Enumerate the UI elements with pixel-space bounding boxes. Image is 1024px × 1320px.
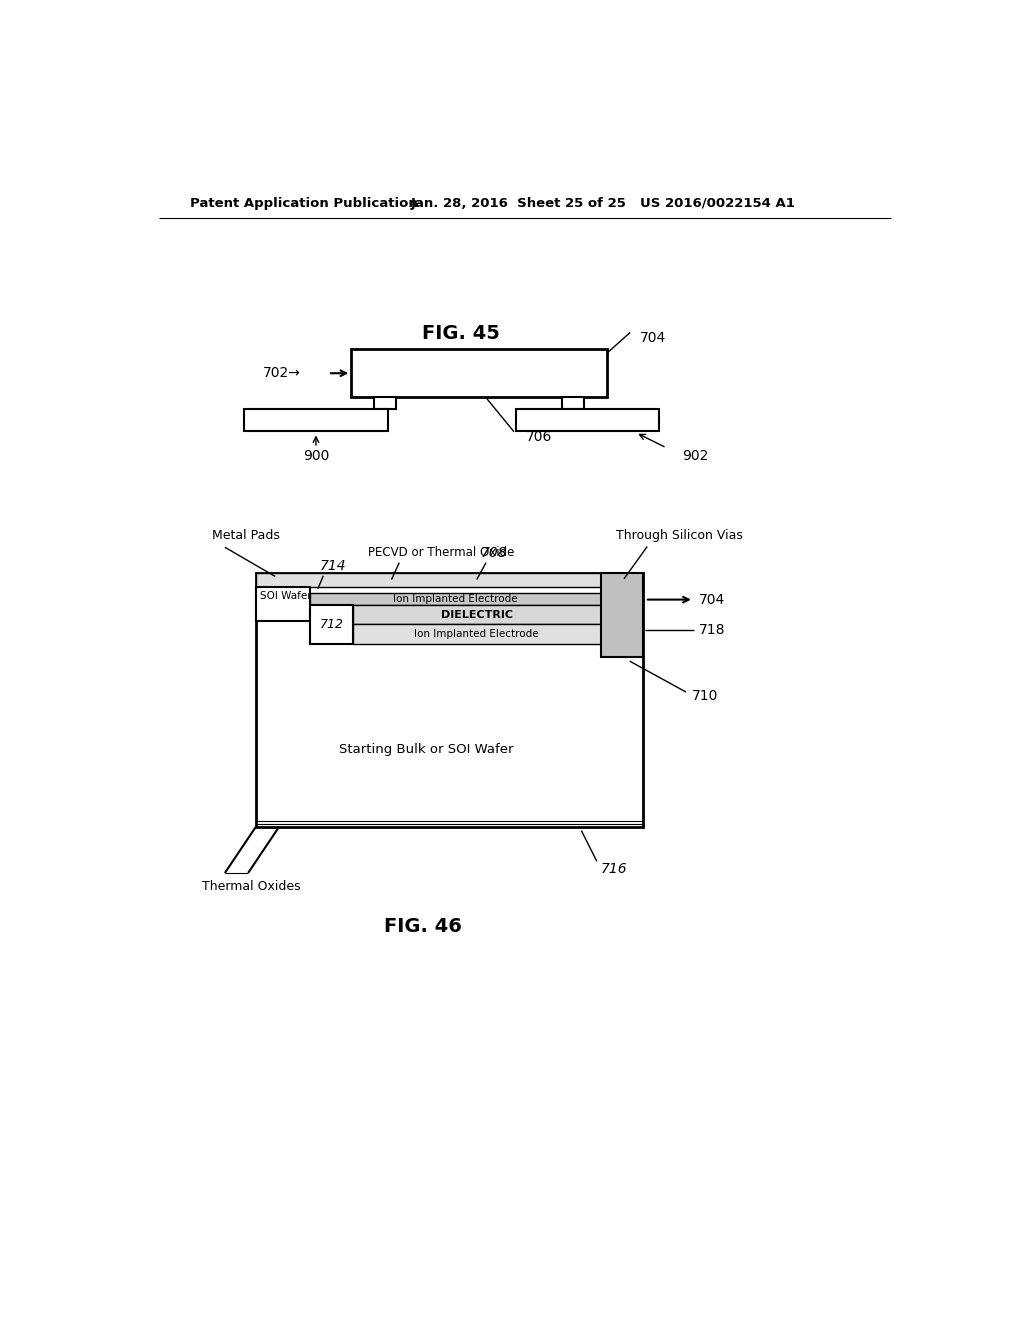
Bar: [375, 397, 396, 409]
Text: Thermal Oxides: Thermal Oxides: [202, 880, 300, 894]
Bar: [256, 573, 643, 586]
Text: 714: 714: [319, 560, 346, 573]
Bar: [562, 397, 584, 409]
Text: 708: 708: [480, 545, 507, 560]
Text: 704: 704: [640, 331, 666, 345]
Bar: [310, 593, 601, 605]
Bar: [515, 409, 658, 430]
Bar: [351, 350, 607, 397]
Text: 702→: 702→: [263, 366, 301, 380]
Bar: [310, 605, 352, 644]
Text: FIG. 46: FIG. 46: [384, 917, 462, 936]
Text: US 2016/0022154 A1: US 2016/0022154 A1: [640, 197, 795, 210]
Text: DIELECTRIC: DIELECTRIC: [440, 610, 513, 619]
Text: 704: 704: [699, 593, 725, 607]
Text: Jan. 28, 2016  Sheet 25 of 25: Jan. 28, 2016 Sheet 25 of 25: [411, 197, 627, 210]
Bar: [352, 605, 601, 624]
Text: 710: 710: [691, 689, 718, 702]
Bar: [352, 624, 601, 644]
Text: SOI Wafer: SOI Wafer: [259, 591, 311, 601]
Text: 706: 706: [525, 430, 552, 444]
Text: 902: 902: [682, 449, 709, 462]
Bar: [256, 586, 310, 622]
Text: Metal Pads: Metal Pads: [212, 529, 280, 543]
Bar: [256, 573, 643, 826]
Text: Through Silicon Vias: Through Silicon Vias: [616, 529, 743, 543]
Bar: [601, 573, 643, 657]
Bar: [245, 409, 388, 430]
Text: 712: 712: [319, 618, 343, 631]
Text: Patent Application Publication: Patent Application Publication: [190, 197, 418, 210]
Text: PECVD or Thermal Oxide: PECVD or Thermal Oxide: [369, 546, 515, 560]
Text: Starting Bulk or SOI Wafer: Starting Bulk or SOI Wafer: [339, 743, 514, 756]
Text: 718: 718: [699, 623, 726, 638]
Text: FIG. 45: FIG. 45: [422, 325, 500, 343]
Text: 900: 900: [303, 449, 329, 462]
Text: Ion Implanted Electrode: Ion Implanted Electrode: [415, 628, 539, 639]
Text: 716: 716: [601, 862, 628, 876]
Text: Ion Implanted Electrode: Ion Implanted Electrode: [393, 594, 518, 603]
